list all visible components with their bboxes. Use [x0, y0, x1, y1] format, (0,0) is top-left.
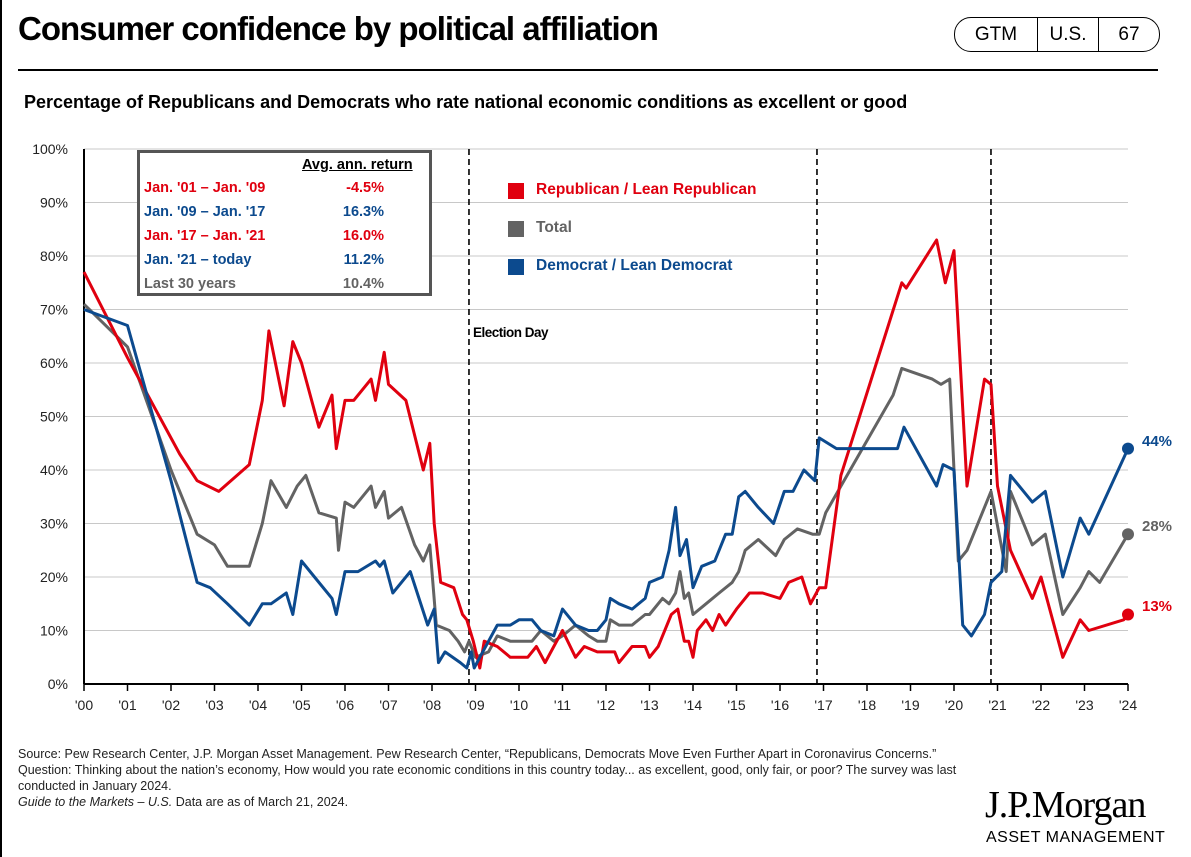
x-tick-label: '07: [379, 697, 397, 713]
y-tick-label: 60%: [40, 355, 68, 371]
x-tick-label: '10: [510, 697, 528, 713]
x-tick-label: '24: [1119, 697, 1137, 713]
title-divider: [18, 69, 1158, 71]
source-text: Source: Pew Research Center, J.P. Morgan…: [18, 747, 957, 793]
return-value: 10.4%: [342, 276, 384, 292]
x-tick-label: '15: [727, 697, 745, 713]
legend-swatch: [508, 221, 524, 237]
period-label: Jan. '09 – Jan. '17: [144, 204, 266, 220]
y-tick-label: 10%: [40, 623, 68, 639]
return-value: 16.3%: [342, 204, 384, 220]
chart-subtitle: Percentage of Republicans and Democrats …: [24, 92, 908, 112]
x-tick-label: '06: [336, 697, 354, 713]
y-tick-label: 0%: [48, 676, 68, 692]
guide-title: Guide to the Markets – U.S.: [18, 795, 173, 809]
x-tick-label: '00: [75, 697, 93, 713]
period-label: Jan. '21 – today: [144, 252, 252, 268]
y-tick-label: 70%: [40, 302, 68, 318]
series-end-marker: [1122, 442, 1134, 455]
end-value-label: 13%: [1142, 598, 1173, 616]
x-tick-label: '04: [249, 697, 267, 713]
period-label: Jan. '01 – Jan. '09: [144, 180, 266, 196]
footer-source: Source: Pew Research Center, J.P. Morgan…: [18, 746, 978, 810]
period-label: Last 30 years: [144, 276, 236, 292]
series-line-democrat: [83, 308, 1130, 670]
returns-table: Avg. ann. return Jan. '01 – Jan. '09 -4.5…: [137, 150, 432, 296]
x-tick-label: '19: [901, 697, 919, 713]
x-tick-label: '09: [466, 697, 484, 713]
x-tick-label: '13: [640, 697, 658, 713]
series-line-republican: [82, 238, 1130, 670]
page-title: Consumer confidence by political affilia…: [18, 10, 659, 47]
x-tick-label: '01: [118, 697, 136, 713]
x-tick-label: '16: [771, 697, 789, 713]
x-tick-label: '12: [597, 697, 615, 713]
end-value-label: 44%: [1142, 432, 1173, 450]
series-end-marker: [1122, 608, 1134, 621]
y-tick-label: 80%: [40, 248, 68, 264]
badge-gtm: GTM: [955, 18, 1038, 51]
series-line-total: [82, 303, 1130, 659]
y-tick-label: 50%: [40, 409, 68, 425]
return-value: -4.5%: [346, 180, 384, 196]
returns-table-header: Avg. ann. return: [302, 157, 413, 173]
left-border: [0, 0, 2, 857]
badge-page-number: 67: [1118, 23, 1140, 45]
legend-label: Democrat / Lean Democrat: [536, 257, 733, 274]
y-tick-label: 90%: [40, 195, 68, 211]
legend-swatch: [508, 259, 524, 275]
x-tick-label: '17: [814, 697, 832, 713]
legend-swatch: [508, 183, 524, 199]
gtm-badge: GTM U.S. 67: [954, 17, 1160, 52]
x-tick-label: '21: [988, 697, 1006, 713]
x-tick-label: '20: [945, 697, 963, 713]
y-tick-label: 100%: [32, 141, 68, 157]
x-tick-label: '08: [423, 697, 441, 713]
x-tick-label: '05: [292, 697, 310, 713]
x-tick-label: '11: [554, 697, 571, 713]
data-asof: Data are as of March 21, 2024.: [172, 795, 349, 809]
series-end-marker: [1122, 528, 1134, 541]
asset-management-label: ASSET MANAGEMENT: [986, 829, 1166, 846]
x-tick-label: '14: [684, 697, 702, 713]
x-tick-label: '02: [162, 697, 180, 713]
return-value: 16.0%: [342, 228, 384, 244]
x-tick-label: '22: [1032, 697, 1050, 713]
jpmorgan-logo: J.P.Morgan: [985, 784, 1146, 826]
y-tick-label: 40%: [40, 462, 68, 478]
y-tick-label: 20%: [40, 569, 68, 585]
period-label: Jan. '17 – Jan. '21: [144, 228, 266, 244]
end-value-label: 28%: [1142, 518, 1173, 536]
x-tick-label: '03: [205, 697, 223, 713]
x-tick-label: '23: [1075, 697, 1093, 713]
election-day-label: Election Day: [473, 325, 549, 340]
y-tick-label: 30%: [40, 516, 68, 532]
x-tick-label: '18: [858, 697, 876, 713]
badge-region: U.S.: [1038, 18, 1099, 51]
legend-label: Republican / Lean Republican: [536, 181, 757, 198]
legend-label: Total: [536, 219, 572, 236]
return-value: 11.2%: [343, 252, 384, 268]
